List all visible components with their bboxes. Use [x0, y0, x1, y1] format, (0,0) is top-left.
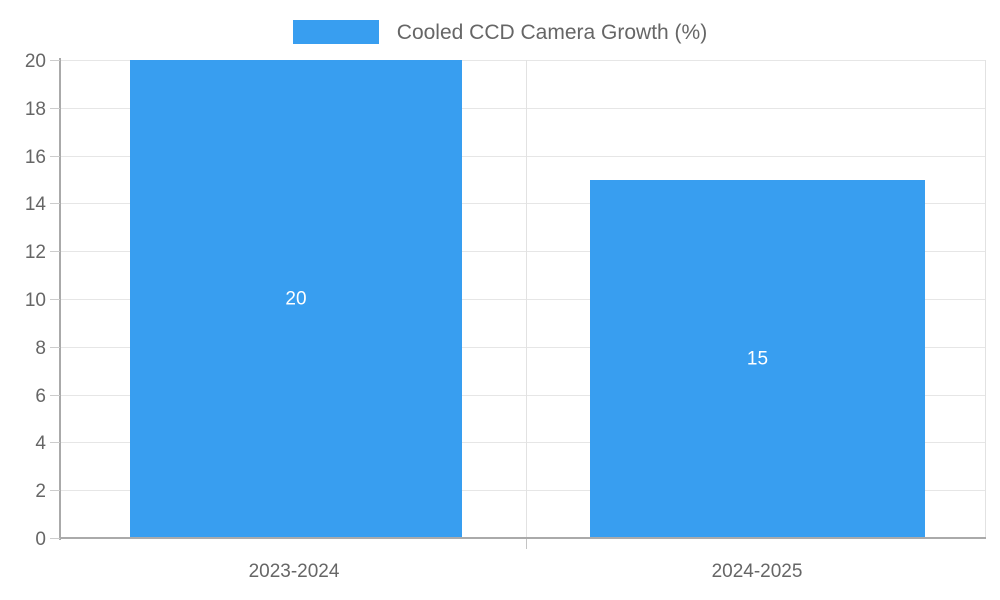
y-tick-label-20: 20: [24, 51, 46, 72]
gridline-y-14: [60, 203, 986, 205]
gridline-y-12: [60, 251, 986, 253]
plot-area: 20 15: [60, 60, 986, 538]
y-tick-mark-14: [50, 203, 60, 205]
bar-2024-2025[interactable]: 15: [590, 179, 925, 538]
gridline-x-category-divider: [526, 60, 527, 538]
legend-item-label: Cooled CCD Camera Growth (%): [396, 20, 708, 44]
gridline-y-6: [60, 394, 986, 396]
legend-color-swatch-icon: [292, 20, 379, 44]
y-tick-label-8: 8: [35, 337, 46, 359]
y-tick-label-14: 14: [24, 194, 46, 216]
y-tick-mark-8: [50, 346, 60, 348]
legend-item-cooled-ccd-camera-growth[interactable]: Cooled CCD Camera Growth (%): [292, 20, 708, 44]
y-tick-label-6: 6: [35, 385, 46, 407]
y-tick-mark-18: [50, 107, 60, 109]
gridline-y-10: [60, 299, 986, 300]
y-tick-label-12: 12: [24, 242, 46, 264]
x-axis-line: [59, 537, 986, 539]
y-tick-label-18: 18: [24, 98, 46, 120]
gridline-y-4: [60, 442, 986, 444]
y-tick-label-16: 16: [24, 146, 46, 168]
gridline-y-20: [60, 60, 986, 61]
gridline-x-right-edge: [985, 60, 986, 538]
y-tick-mark-6: [50, 394, 60, 396]
x-tick-label-2024-2025: 2024-2025: [711, 561, 803, 582]
gridline-y-2: [60, 490, 986, 492]
y-tick-mark-10: [50, 299, 60, 300]
y-tick-label-0: 0: [35, 529, 46, 550]
y-tick-mark-0: [50, 538, 60, 539]
gridline-y-18: [60, 107, 986, 109]
y-tick-label-2: 2: [35, 481, 46, 503]
y-axis-line: [59, 58, 61, 540]
y-tick-mark-2: [50, 490, 60, 492]
y-tick-mark-4: [50, 442, 60, 444]
x-tick-label-2023-2024: 2023-2024: [248, 561, 340, 582]
y-tick-mark-16: [50, 155, 60, 157]
y-tick-mark-20: [50, 60, 60, 61]
x-tick-mark-divider: [526, 539, 527, 549]
y-tick-mark-12: [50, 251, 60, 253]
gridline-y-16: [60, 155, 986, 157]
gridline-y-8: [60, 346, 986, 348]
y-tick-label-4: 4: [35, 433, 46, 455]
bar-value-label: 15: [746, 348, 769, 370]
y-tick-label-10: 10: [24, 290, 46, 311]
bar-value-label: 20: [285, 288, 307, 310]
bar-2023-2024[interactable]: 20: [130, 60, 462, 538]
chart-legend: Cooled CCD Camera Growth (%): [0, 14, 1000, 50]
